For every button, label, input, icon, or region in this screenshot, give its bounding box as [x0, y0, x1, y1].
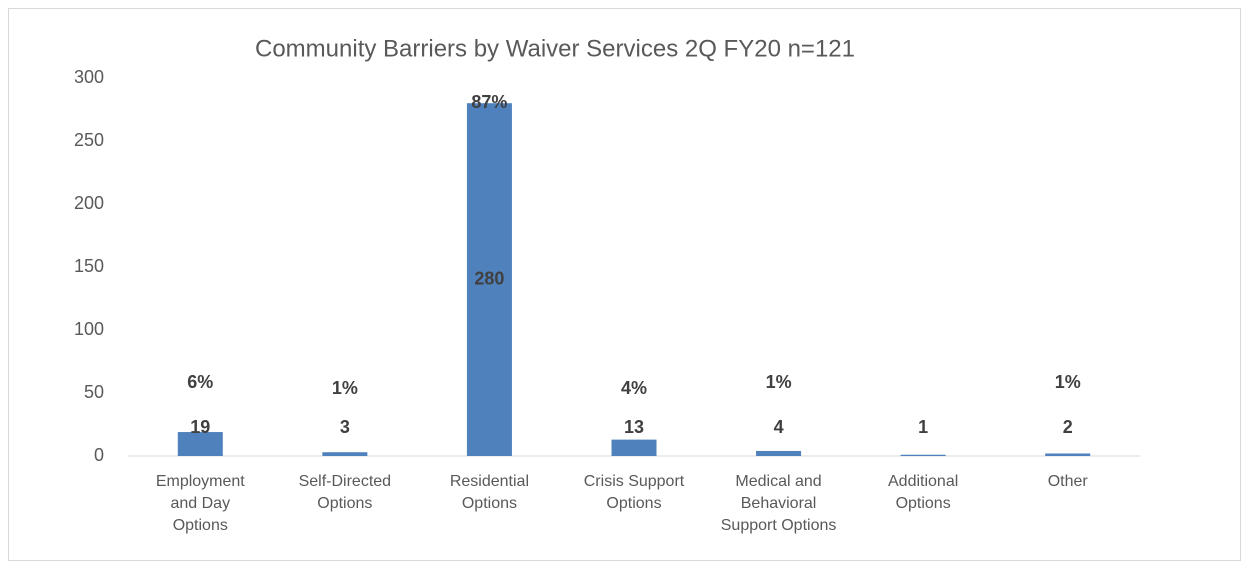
- x-tick-label: Employment and Day Options: [155, 473, 245, 534]
- x-tick-label: Self-Directed Options: [298, 473, 392, 512]
- x-tick-label: Additional Options: [888, 473, 959, 512]
- value-label: 19: [190, 417, 210, 437]
- bar: [900, 454, 946, 456]
- bar: [1045, 453, 1091, 456]
- value-label: 2: [1063, 417, 1073, 437]
- value-label: 13: [624, 417, 644, 437]
- chart-title: Community Barriers by Waiver Services 2Q…: [255, 35, 855, 62]
- percent-label: 1%: [332, 378, 358, 398]
- bar: [177, 432, 223, 456]
- y-tick-label: 0: [94, 445, 104, 465]
- bar: [611, 439, 657, 456]
- y-tick-label: 200: [74, 193, 104, 213]
- value-label: 280: [474, 268, 504, 288]
- value-label: 4: [774, 417, 784, 437]
- bar: [322, 452, 368, 456]
- y-tick-label: 150: [74, 256, 104, 276]
- y-tick-label: 250: [74, 130, 104, 150]
- y-tick-label: 300: [74, 67, 104, 87]
- percent-label: 87%: [471, 92, 507, 112]
- y-tick-label: 50: [84, 382, 104, 402]
- percent-label: 1%: [766, 372, 792, 392]
- bar: [756, 450, 802, 456]
- x-tick-label: Residential Options: [449, 473, 529, 512]
- chart-border: [8, 8, 1241, 561]
- y-tick-label: 100: [74, 319, 104, 339]
- bar: [466, 103, 512, 456]
- x-tick-label: Crisis Support Options: [583, 473, 685, 512]
- value-label: 3: [340, 417, 350, 437]
- value-label: 1: [918, 417, 928, 437]
- percent-label: 4%: [621, 378, 647, 398]
- x-tick-label: Other: [1047, 473, 1088, 490]
- percent-label: 6%: [187, 372, 213, 392]
- x-tick-label: Medical and Behavioral Support Options: [720, 473, 837, 534]
- percent-label: 1%: [1055, 372, 1081, 392]
